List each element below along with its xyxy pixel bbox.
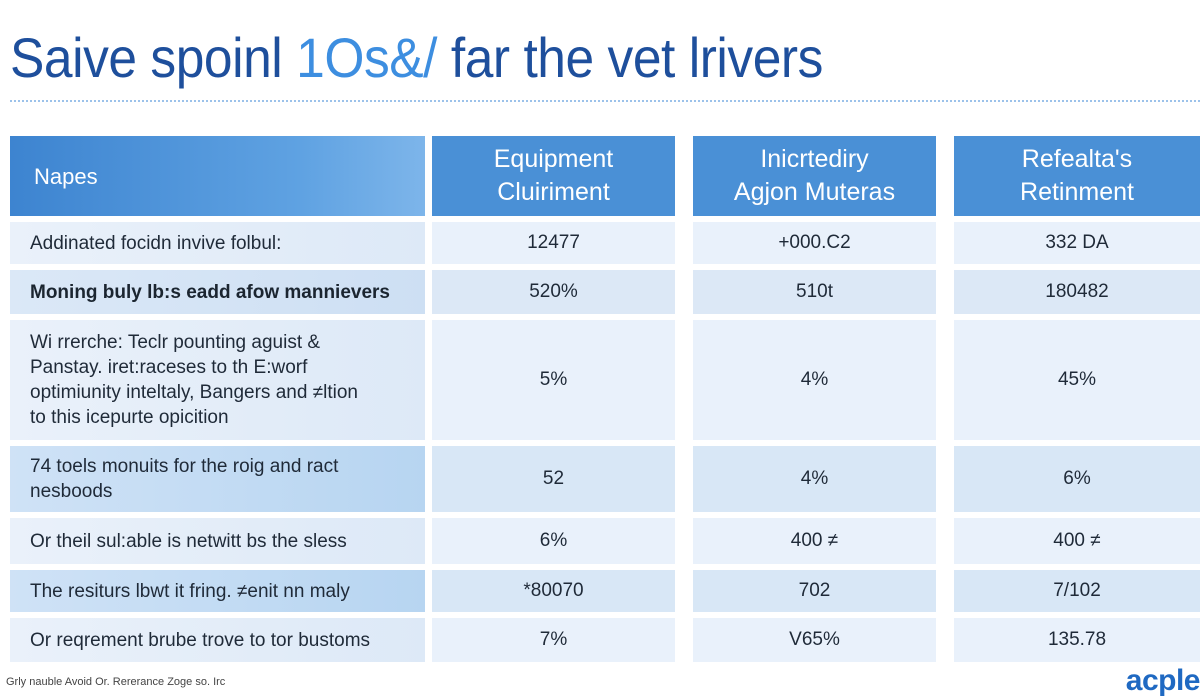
row-5-col-2: 400 ≠ — [693, 518, 936, 564]
row-3-name: Wi rrerche: Teclr pounting aguist & Pans… — [10, 320, 425, 440]
title-part-2: 1Os — [296, 26, 390, 89]
header-col-3-line-2: Retinment — [1020, 178, 1134, 206]
row-3-name-line: optimiunity inteltaly, Bangers and ≠ltio… — [30, 382, 358, 403]
row-1-col-3: 332 DA — [954, 222, 1200, 264]
comparison-table: Napes Equipment Cluiriment Inicrtediry A… — [10, 136, 1200, 662]
row-3-col-1: 5% — [432, 320, 675, 440]
row-2-col-1: 520% — [432, 270, 675, 314]
row-3-name-line: Panstay. iret:raceses to th E:worf — [30, 357, 308, 378]
row-2-col-2: 510t — [693, 270, 936, 314]
row-4-col-1: 52 — [432, 446, 675, 512]
header-col-2-line-1: Inicrtediry — [760, 145, 869, 173]
row-4-name: 74 toels monuits for the roig and ract n… — [10, 446, 425, 512]
row-4-name-line: 74 toels monuits for the roig and ract — [30, 456, 339, 477]
row-4-col-2: 4% — [693, 446, 936, 512]
title-divider — [10, 100, 1200, 102]
row-3-col-3: 45% — [954, 320, 1200, 440]
row-3-name-line: to this icepurte opicition — [30, 407, 229, 428]
header-col-1: Equipment Cluiriment — [432, 136, 675, 216]
header-col-1-line-2: Cluiriment — [497, 178, 610, 206]
row-7-col-2: V65% — [693, 618, 936, 662]
row-2-name-line: Moning buly lb:s eadd afow mannievers — [30, 281, 390, 303]
row-1-col-1: 12477 — [432, 222, 675, 264]
row-6-name-line: The resiturs lbwt it fring. ≠enit nn mal… — [30, 580, 350, 602]
header-names: Napes — [10, 136, 425, 216]
header-col-2: Inicrtediry Agjon Muteras — [693, 136, 936, 216]
header-col-3-line-1: Refealta's — [1021, 145, 1133, 173]
row-1-name-line: Addinated focidn invive folbul: — [30, 232, 282, 254]
row-5-name-line: Or theil sul:able is netwitt bs the sles… — [30, 530, 347, 552]
title-part-4: far the vet lrivers — [450, 26, 824, 89]
row-1-col-2: +000.C2 — [693, 222, 936, 264]
header-col-1-line-1: Equipment — [493, 145, 614, 173]
row-6-col-3: 7/102 — [954, 570, 1200, 612]
row-6-col-2: 702 — [693, 570, 936, 612]
row-7-name: Or reqrement brube trove to tor bustoms — [10, 618, 425, 662]
header-col-3: Refealta's Retinment — [954, 136, 1200, 216]
footer-note: Grly nauble Avoid Or. Rererance Zoge so.… — [6, 676, 226, 688]
row-1-name: Addinated focidn invive folbul: — [10, 222, 425, 264]
row-6-name: The resiturs lbwt it fring. ≠enit nn mal… — [10, 570, 425, 612]
row-2-col-3: 180482 — [954, 270, 1200, 314]
page-title: Saive spoinl 1Os&/ far the vet lrivers — [10, 22, 823, 94]
title-part-3: &/ — [389, 26, 451, 89]
header-col-2-line-2: Agjon Muteras — [733, 178, 896, 206]
row-6-col-1: *80070 — [432, 570, 675, 612]
row-7-name-line: Or reqrement brube trove to tor bustoms — [30, 629, 371, 651]
row-5-col-3: 400 ≠ — [954, 518, 1200, 564]
row-5-col-1: 6% — [432, 518, 675, 564]
row-4-col-3: 6% — [954, 446, 1200, 512]
brand-logo: acple — [1125, 664, 1200, 697]
row-3-name-line: Wi rrerche: Teclr pounting aguist & — [30, 332, 321, 353]
row-4-name-line: nesboods — [30, 481, 113, 502]
row-2-name: Moning buly lb:s eadd afow mannievers — [10, 270, 425, 314]
row-5-name: Or theil sul:able is netwitt bs the sles… — [10, 518, 425, 564]
title-part-1: Saive spoinl — [10, 26, 297, 89]
header-names-label: Napes — [34, 163, 98, 189]
row-7-col-1: 7% — [432, 618, 675, 662]
row-3-col-2: 4% — [693, 320, 936, 440]
row-7-col-3: 135.78 — [954, 618, 1200, 662]
